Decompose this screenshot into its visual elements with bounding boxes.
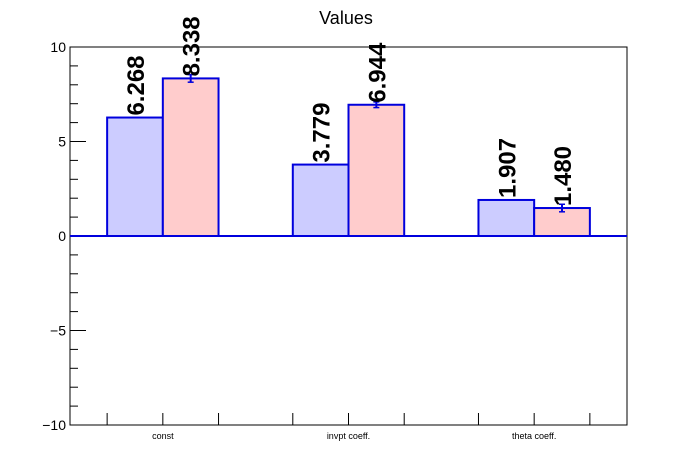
y-axis: −10 −5 0 5 10 (42, 39, 86, 433)
value-labels-layer: 6.268 8.338 3.779 6.944 1.907 1.480 (123, 16, 577, 206)
bar (291, 163, 350, 238)
y-tick-label: −10 (42, 417, 66, 433)
x-category-label: invpt coeff. (327, 431, 370, 441)
bars-layer (106, 73, 591, 238)
bar (161, 77, 220, 237)
y-tick-label: −5 (50, 323, 66, 339)
bar-value-label: 8.338 (179, 16, 206, 76)
x-axis: const invpt coeff. theta coeff. (106, 413, 591, 441)
bar-value-label: 6.268 (123, 55, 150, 115)
bar-value-label: 1.480 (550, 146, 577, 206)
bar-value-label: 1.907 (494, 138, 521, 198)
x-category-label: theta coeff. (512, 431, 556, 441)
y-tick-label: 0 (58, 228, 66, 244)
y-tick-label: 5 (58, 134, 66, 150)
bar (347, 103, 406, 237)
bar-value-label: 3.779 (309, 103, 336, 163)
bar (106, 116, 164, 237)
y-tick-label: 10 (50, 39, 66, 55)
chart-title: Values (319, 8, 373, 28)
bar-value-label: 6.944 (364, 42, 391, 103)
x-category-label: const (152, 431, 174, 441)
bar (477, 198, 536, 238)
